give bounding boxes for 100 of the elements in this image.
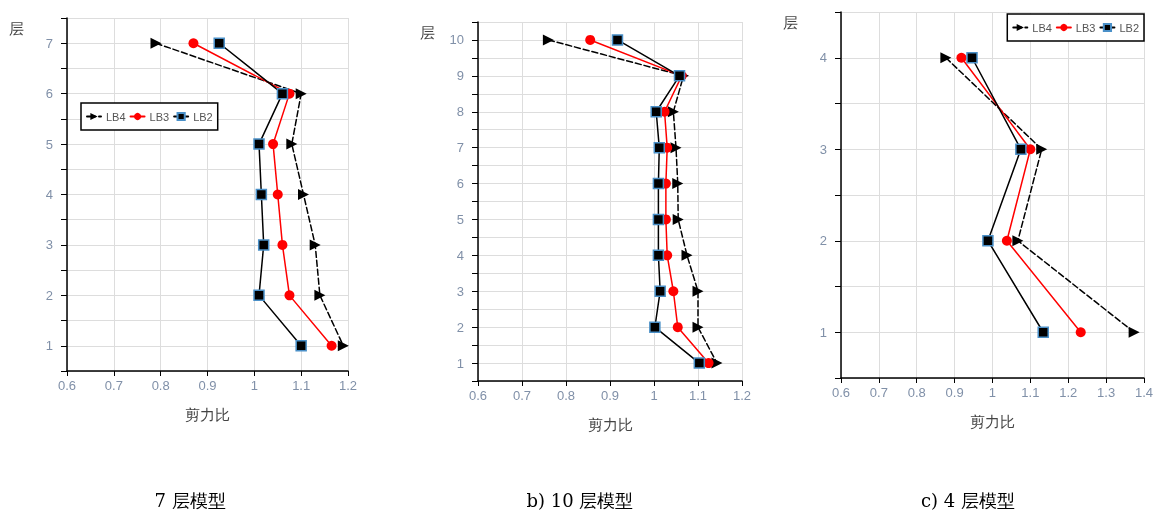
text: c) 4 层模型 [920,489,1016,513]
x-tick-label: 1 [250,378,258,393]
point [268,139,279,150]
point [692,321,704,333]
text: b) 10 层模型 [525,489,635,513]
y-tick-label: 2 [45,287,53,303]
x-axis-title: 剪力比 [969,413,1015,430]
legend-label: LB2 [193,110,213,123]
x-tick-label: 1 [650,388,658,403]
point [1012,235,1024,247]
y-tick-label: 1 [456,355,464,371]
point [295,340,307,352]
point [652,249,665,262]
y-tick-label: 10 [449,32,464,48]
point [253,138,265,150]
point [257,239,270,251]
point [652,177,665,190]
point [276,87,289,100]
point [672,322,683,333]
point [681,249,693,261]
point [649,321,661,333]
x-tick-label: 0.9 [198,378,217,393]
y-tick-label: 3 [456,283,464,299]
y-tick-label: 7 [45,35,53,51]
x-tick-label: 1 [988,385,997,400]
point [255,188,268,201]
y-axis-title: 层 [783,14,798,33]
point [284,290,295,301]
point [1001,235,1012,246]
x-axis-title: 剪力比 [185,406,230,423]
point [653,141,666,154]
y-tick-label: 3 [819,141,827,157]
point [1037,326,1049,338]
point [654,285,666,297]
point [650,106,662,118]
legend-label: LB2 [1119,21,1140,34]
x-tick-label: 1.3 [1097,385,1116,400]
point [611,34,624,46]
y-tick-label: 5 [456,211,464,227]
point [693,357,706,369]
y-tick-label: 6 [456,176,464,192]
point [213,37,225,49]
y-tick-label: 2 [819,233,827,249]
x-tick-label: 0.7 [104,378,123,393]
point [337,340,349,352]
point [966,52,978,64]
point [188,38,199,49]
point [326,340,337,351]
point [542,34,554,46]
x-tick-label: 0.9 [600,388,620,403]
point [940,52,952,64]
point [672,178,684,190]
y-tick-label: 4 [456,247,464,263]
x-tick-label: 0.8 [151,378,170,393]
y-tick-label: 8 [456,104,464,120]
y-tick-label: 6 [45,86,53,102]
y-tick-label: 4 [819,50,827,66]
y-tick-label: 9 [456,68,464,84]
point [956,52,967,63]
point [295,88,307,100]
x-tick-label: 1.2 [732,388,752,403]
y-tick-label: 4 [45,187,53,202]
point [309,239,321,251]
y-tick-label: 3 [45,237,53,253]
x-tick-label: 1.1 [688,388,708,403]
legend-label: LB3 [149,110,170,123]
x-tick-label: 0.7 [512,388,532,403]
point [1075,327,1086,338]
legend-label: LB4 [1032,21,1052,34]
point [672,213,684,225]
y-tick-label: 1 [819,324,827,340]
x-tick-label: 0.7 [869,385,888,400]
point [150,37,162,49]
x-tick-label: 1.1 [292,378,311,393]
x-tick-label: 1.2 [1059,385,1078,400]
point [286,138,298,150]
x-tick-label: 0.8 [907,385,926,400]
y-axis-title: 层 [420,24,435,43]
x-tick-label: 0.6 [57,378,77,393]
point [314,289,326,301]
x-tick-label: 0.6 [831,385,851,400]
point [1036,143,1048,155]
point [1015,143,1027,155]
point [652,213,665,226]
x-tick-label: 0.6 [468,388,488,403]
text: 7 层模型 [153,489,227,513]
point [1128,326,1140,338]
y-tick-label: 5 [45,136,53,152]
x-tick-label: 0.8 [556,388,576,403]
y-tick-label: 2 [456,319,464,335]
point [692,285,704,297]
legend-label: LB4 [106,110,126,123]
point [585,34,596,45]
y-tick-label: 7 [456,140,464,156]
point [272,189,283,200]
legend-label: LB3 [1075,21,1096,34]
x-tick-label: 1.2 [338,378,358,393]
point [982,235,994,247]
x-axis-title: 剪力比 [587,416,633,433]
x-tick-label: 0.9 [945,385,964,400]
